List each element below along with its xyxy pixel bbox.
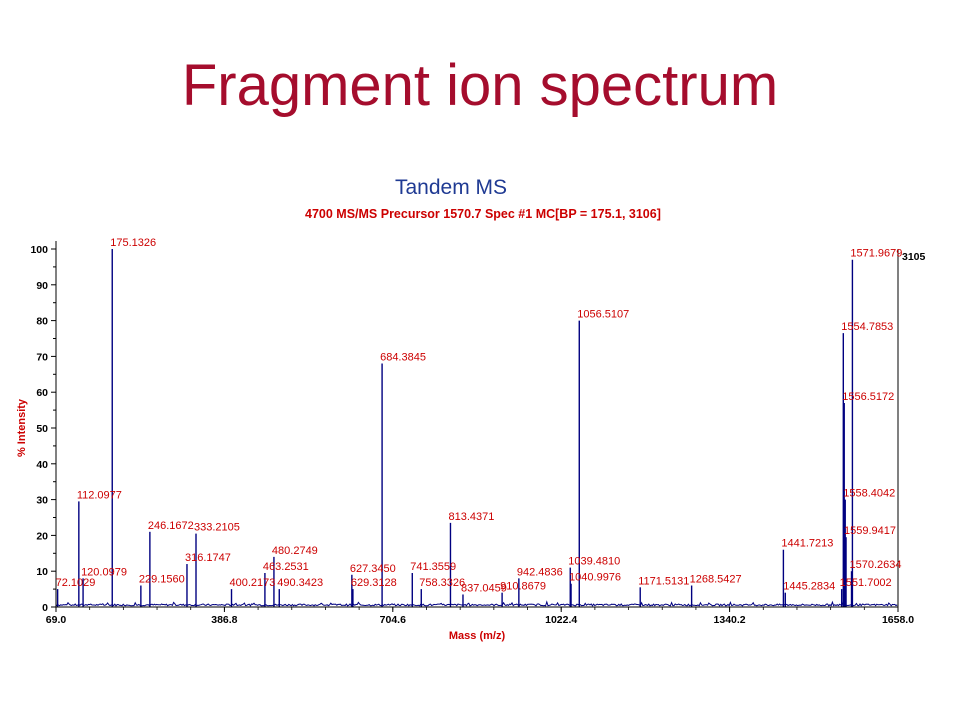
peak-label: 112.0977 [77,489,122,501]
peak-label: 246.1672 [148,520,194,532]
peak-label: 72.1029 [56,577,96,589]
y-tick-label: 10 [36,566,48,578]
peak-label: 1554.7853 [841,321,893,333]
y-tick-label: 30 [36,495,48,507]
axes-layer: 0 10 20 30 40 50 60 70 80 90 100 69.0 386.8 704.6 1022… [16,241,926,642]
peak-label: 629.3128 [351,577,397,589]
x-tick-label: 69.0 [46,614,67,626]
peak-label: 1571.9679 [850,248,902,260]
peak-label: 1040.9976 [569,572,621,584]
y-tick-label: 60 [36,387,48,399]
peak-label: 400.2173 [230,577,276,589]
peak-label: 1268.5427 [690,574,742,586]
peak-label: 1558.4042 [843,488,895,500]
peak-labels-layer: 72.1029 112.0977 120.0979 175.1326 229.1560 2… [56,237,903,594]
y-tick-label: 50 [36,423,48,435]
noise-trace [55,600,898,607]
peak-label: 1570.2634 [850,559,902,571]
peaks-layer [56,249,854,607]
peak-label: 1056.5107 [577,309,629,321]
peak-label: 480.2749 [272,545,318,557]
peak-label: 120.0979 [81,566,127,578]
peak-label: 490.3423 [277,577,323,589]
peak-label: 1551.7002 [840,577,892,589]
peak-label: 316.1747 [185,552,231,564]
x-tick-label: 704.6 [380,614,406,626]
y-axis-title: % Intensity [16,398,28,457]
y-tick-label: 40 [36,459,48,471]
peak-label: 1559.9417 [844,525,896,537]
x-tick-label: 1340.2 [714,614,746,626]
slide-subtitle: Tandem MS [395,176,508,199]
peak-label: 942.4836 [517,566,563,578]
y-tick-label: 100 [30,244,48,256]
baseline-noise [55,600,898,607]
peak-label: 813.4371 [448,511,494,523]
peak-label: 1441.7213 [781,538,833,550]
peak-label: 333.2105 [194,522,240,534]
peak-label: 1039.4810 [568,556,620,568]
x-tick-label: 1022.4 [545,614,577,626]
slide-title: Fragment ion spectrum [181,53,779,118]
x-axis-title: Mass (m/z) [449,630,506,642]
peak-label: 463.2531 [263,561,309,573]
y-tick-label: 20 [36,530,48,542]
peak-label: 1171.5131 [638,575,689,587]
peak-label: 837.0459 [461,582,507,594]
peak-label: 758.3326 [419,577,465,589]
x-tick-label: 1658.0 [882,614,914,626]
y-tick-label: 70 [36,351,48,363]
peak-label: 1445.2834 [783,581,835,593]
peak-label: 741.3559 [410,561,456,573]
peak-label: 175.1326 [110,237,156,249]
peak-label: 910.8679 [500,581,546,593]
chart-title: 4700 MS/MS Precursor 1570.7 Spec #1 MC[B… [305,207,661,221]
peak-label: 229.1560 [139,574,185,586]
y-tick-label: 0 [42,602,48,614]
y-tick-label: 90 [36,280,48,292]
peak-label: 1556.5172 [842,391,894,403]
max-intensity-count: 3105 [902,251,926,263]
peak-label: 684.3845 [380,352,426,364]
x-tick-label: 386.8 [211,614,237,626]
y-tick-label: 80 [36,316,48,328]
peak-label: 627.3450 [350,563,396,575]
